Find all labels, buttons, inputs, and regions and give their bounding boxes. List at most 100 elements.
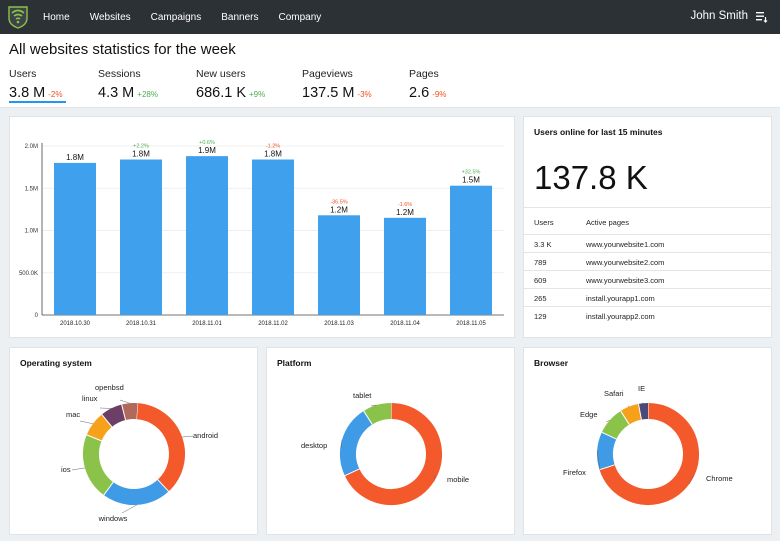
- slice-separator: [103, 481, 114, 496]
- user-name[interactable]: John Smith: [690, 10, 748, 22]
- y-tick-label: 0: [35, 313, 39, 319]
- leader-line: [605, 420, 610, 423]
- donut-slice: [363, 403, 392, 425]
- row-users: 609: [534, 276, 547, 285]
- table-row[interactable]: 609 www.yourwebsite3.com: [524, 271, 771, 289]
- table-row[interactable]: 3.3 K www.yourwebsite1.com: [524, 235, 771, 253]
- stat-change: -9%: [432, 90, 447, 99]
- nav-websites[interactable]: Websites: [89, 11, 131, 23]
- stat-users[interactable]: Users 3.8 M -2%: [9, 68, 66, 103]
- stat-value: 2.6: [409, 85, 430, 101]
- row-users: 265: [534, 294, 547, 303]
- platform-donut-card: Platform mobile desktop tablet: [266, 347, 515, 535]
- x-tick-label: 2018.10.30: [60, 321, 91, 327]
- slice-label: Firefox: [563, 468, 586, 477]
- weekly-bar-chart-card: 0 500.0K 1.0M 1.5M 2.0M 1.8M 2018.10.30 1.8M +2.…: [9, 116, 515, 338]
- bar-change-label: +2.2%: [133, 144, 149, 150]
- leader-line: [627, 405, 630, 407]
- donut-slice: [136, 403, 185, 492]
- os-donut-card: Operating system android windows ios mac lin…: [9, 347, 258, 535]
- stat-value: 4.3 M: [98, 85, 135, 101]
- bar-change-label: +0.6%: [199, 140, 215, 146]
- slice-label: mac: [66, 410, 80, 419]
- row-page[interactable]: www.yourwebsite3.com: [586, 276, 665, 285]
- slice-label: Chrome: [706, 474, 733, 483]
- row-page[interactable]: www.yourwebsite1.com: [586, 240, 665, 249]
- stats-header: All websites statistics for the week Use…: [0, 34, 780, 108]
- slice-label: mobile: [447, 475, 469, 484]
- slice-separator: [601, 431, 617, 440]
- slice-label: ios: [61, 465, 71, 474]
- leader-line: [182, 435, 194, 438]
- bar-value-label: 1.2M: [330, 205, 348, 214]
- donut-slice: [344, 403, 442, 505]
- bar-change-label: -1.6%: [398, 202, 412, 208]
- nav-home[interactable]: Home: [43, 11, 70, 23]
- weekly-bar-chart: 0500.0K1.0M1.5M2.0M1.8M2018.10.301.8M+2.…: [19, 140, 504, 327]
- bar: [384, 217, 426, 315]
- menu-list-icon[interactable]: [756, 11, 768, 23]
- donut-slice: [620, 403, 642, 425]
- stat-change: +9%: [249, 90, 266, 99]
- browser-donut-card: Browser Chrome Firefox Edge Safari IE: [523, 347, 772, 535]
- stat-pageviews[interactable]: Pageviews 137.5 M -3%: [302, 68, 372, 102]
- row-page[interactable]: install.yourapp2.com: [586, 312, 655, 321]
- stat-change: -2%: [48, 90, 63, 99]
- leader-line: [433, 474, 436, 482]
- y-tick-label: 500.0K: [19, 271, 38, 277]
- donut-slice: [601, 410, 630, 440]
- x-tick-label: 2018.11.05: [456, 321, 486, 327]
- slice-label: desktop: [301, 441, 327, 450]
- leader-line: [370, 404, 377, 407]
- main-menu: Home Websites Campaigns Banners Company: [43, 0, 341, 34]
- stat-label: Sessions: [98, 68, 141, 80]
- nav-campaigns[interactable]: Campaigns: [150, 11, 202, 23]
- table-row[interactable]: 265 install.yourapp1.com: [524, 289, 771, 307]
- slice-label: android: [193, 431, 218, 440]
- row-page[interactable]: install.yourapp1.com: [586, 294, 655, 303]
- bar-change-label: -36.5%: [330, 199, 348, 205]
- table-header: Users Active pages: [524, 207, 771, 235]
- bar-value-label: 1.8M: [66, 153, 84, 162]
- leader-line: [121, 504, 137, 514]
- stat-change: +28%: [137, 90, 158, 99]
- stat-pages[interactable]: Pages 2.6 -9%: [409, 68, 446, 102]
- stat-new-users[interactable]: New users 686.1 K +9%: [196, 68, 265, 102]
- bar: [252, 159, 294, 315]
- leader-line: [596, 450, 601, 471]
- bar: [186, 156, 228, 315]
- bar: [54, 162, 96, 315]
- nav-banners[interactable]: Banners: [221, 11, 259, 23]
- slice-label: windows: [98, 514, 128, 523]
- nav-company[interactable]: Company: [278, 11, 322, 23]
- row-users: 3.3 K: [534, 240, 552, 249]
- slice-label: tablet: [353, 391, 372, 400]
- x-tick-label: 2018.11.02: [258, 321, 288, 327]
- stat-change: -3%: [357, 90, 372, 99]
- row-page[interactable]: www.yourwebsite2.com: [586, 258, 665, 267]
- wifi-shield-logo-icon[interactable]: [7, 5, 29, 29]
- page-title: All websites statistics for the week: [9, 41, 236, 58]
- x-tick-label: 2018.11.01: [192, 321, 222, 327]
- x-tick-label: 2018.11.03: [324, 321, 354, 327]
- table-row[interactable]: 129 install.yourapp2.com: [524, 307, 771, 325]
- slice-separator: [363, 410, 373, 425]
- bar: [318, 215, 360, 315]
- slice-separator: [157, 479, 170, 492]
- donut-slice: [340, 410, 373, 476]
- leader-line: [79, 420, 94, 424]
- slice-separator: [637, 403, 642, 420]
- stat-sessions[interactable]: Sessions 4.3 M +28%: [98, 68, 158, 102]
- online-users-card: Users online for last 15 minutes 137.8 K…: [523, 116, 772, 338]
- slice-separator: [344, 468, 360, 477]
- donut-slice: [121, 403, 138, 421]
- slice-separator: [101, 414, 113, 428]
- y-tick-label: 1.0M: [25, 229, 38, 235]
- slice-label: linux: [82, 394, 98, 403]
- platform-card-title: Platform: [277, 358, 312, 368]
- y-tick-label: 1.5M: [25, 186, 38, 192]
- active-pages-table: Users Active pages 3.3 K www.yourwebsite…: [524, 207, 771, 325]
- table-row[interactable]: 789 www.yourwebsite2.com: [524, 253, 771, 271]
- online-users-value: 137.8 K: [534, 159, 648, 196]
